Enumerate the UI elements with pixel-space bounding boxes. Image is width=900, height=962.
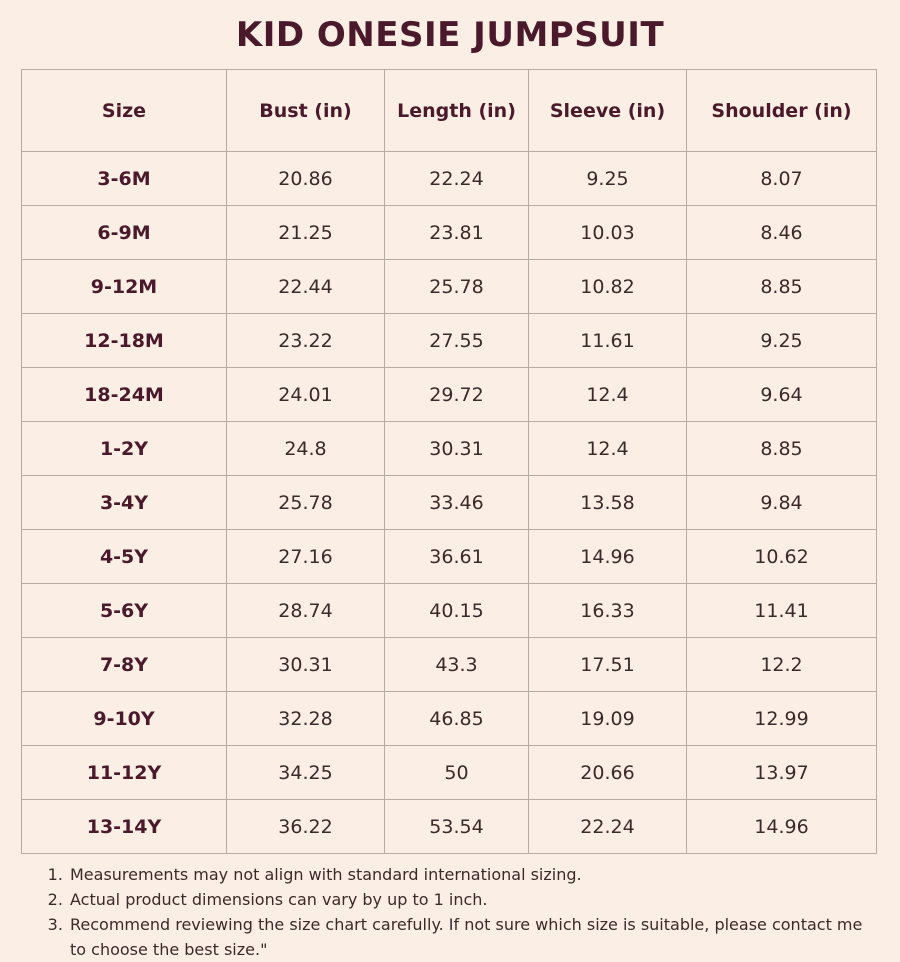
cell-length: 40.15	[384, 583, 529, 638]
cell-sleeve: 10.03	[528, 205, 687, 260]
cell-length: 46.85	[384, 691, 529, 746]
cell-sleeve: 22.24	[528, 799, 687, 854]
cell-shoulder: 12.2	[686, 637, 877, 692]
table-row: 9-10Y 32.28 46.85 19.09 12.99	[21, 691, 877, 746]
note-item: Measurements may not align with standard…	[68, 862, 868, 887]
table-body: 3-6M 20.86 22.24 9.25 8.07 6-9M 21.25 23.81 10.0…	[21, 151, 877, 854]
cell-size: 7-8Y	[21, 637, 227, 692]
cell-size: 13-14Y	[21, 799, 227, 854]
cell-bust: 22.44	[226, 259, 385, 314]
cell-length: 43.3	[384, 637, 529, 692]
cell-shoulder: 8.85	[686, 421, 877, 476]
cell-size: 9-10Y	[21, 691, 227, 746]
cell-size: 3-6M	[21, 151, 227, 206]
cell-bust: 21.25	[226, 205, 385, 260]
cell-sleeve: 10.82	[528, 259, 687, 314]
cell-shoulder: 13.97	[686, 745, 877, 800]
note-item: Actual product dimensions can vary by up…	[68, 887, 868, 912]
cell-sleeve: 9.25	[528, 151, 687, 206]
cell-size: 11-12Y	[21, 745, 227, 800]
cell-sleeve: 19.09	[528, 691, 687, 746]
cell-sleeve: 16.33	[528, 583, 687, 638]
cell-sleeve: 17.51	[528, 637, 687, 692]
cell-bust: 20.86	[226, 151, 385, 206]
cell-bust: 32.28	[226, 691, 385, 746]
table-row: 13-14Y 36.22 53.54 22.24 14.96	[21, 799, 877, 854]
cell-sleeve: 20.66	[528, 745, 687, 800]
cell-shoulder: 11.41	[686, 583, 877, 638]
cell-length: 29.72	[384, 367, 529, 422]
cell-shoulder: 8.07	[686, 151, 877, 206]
cell-shoulder: 8.85	[686, 259, 877, 314]
table-row: 1-2Y 24.8 30.31 12.4 8.85	[21, 421, 877, 476]
cell-bust: 25.78	[226, 475, 385, 530]
cell-sleeve: 11.61	[528, 313, 687, 368]
table-row: 12-18M 23.22 27.55 11.61 9.25	[21, 313, 877, 368]
table-row: 4-5Y 27.16 36.61 14.96 10.62	[21, 529, 877, 584]
cell-length: 30.31	[384, 421, 529, 476]
cell-length: 27.55	[384, 313, 529, 368]
cell-sleeve: 13.58	[528, 475, 687, 530]
cell-sleeve: 12.4	[528, 421, 687, 476]
notes-list: Measurements may not align with standard…	[52, 862, 868, 962]
cell-sleeve: 14.96	[528, 529, 687, 584]
cell-bust: 28.74	[226, 583, 385, 638]
cell-length: 22.24	[384, 151, 529, 206]
cell-shoulder: 9.64	[686, 367, 877, 422]
cell-length: 33.46	[384, 475, 529, 530]
cell-size: 6-9M	[21, 205, 227, 260]
table-row: 7-8Y 30.31 43.3 17.51 12.2	[21, 637, 877, 692]
cell-bust: 34.25	[226, 745, 385, 800]
cell-size: 3-4Y	[21, 475, 227, 530]
header-sleeve: Sleeve (in)	[528, 69, 687, 152]
table-row: 9-12M 22.44 25.78 10.82 8.85	[21, 259, 877, 314]
cell-length: 53.54	[384, 799, 529, 854]
header-size: Size	[21, 69, 227, 152]
cell-sleeve: 12.4	[528, 367, 687, 422]
cell-shoulder: 10.62	[686, 529, 877, 584]
cell-length: 25.78	[384, 259, 529, 314]
header-length: Length (in)	[384, 69, 529, 152]
header-shoulder: Shoulder (in)	[686, 69, 877, 152]
cell-bust: 23.22	[226, 313, 385, 368]
cell-size: 9-12M	[21, 259, 227, 314]
table-row: 5-6Y 28.74 40.15 16.33 11.41	[21, 583, 877, 638]
cell-shoulder: 9.25	[686, 313, 877, 368]
cell-length: 23.81	[384, 205, 529, 260]
cell-shoulder: 8.46	[686, 205, 877, 260]
cell-bust: 24.8	[226, 421, 385, 476]
note-item: Recommend reviewing the size chart caref…	[68, 912, 868, 962]
table-header-row: Size Bust (in) Length (in) Sleeve (in) S…	[21, 69, 877, 152]
table-row: 18-24M 24.01 29.72 12.4 9.64	[21, 367, 877, 422]
cell-size: 4-5Y	[21, 529, 227, 584]
table-row: 3-6M 20.86 22.24 9.25 8.07	[21, 151, 877, 206]
table-row: 11-12Y 34.25 50 20.66 13.97	[21, 745, 877, 800]
page-title: KID ONESIE JUMPSUIT	[235, 15, 665, 55]
cell-size: 18-24M	[21, 367, 227, 422]
cell-length: 50	[384, 745, 529, 800]
cell-bust: 36.22	[226, 799, 385, 854]
size-chart-table: Size Bust (in) Length (in) Sleeve (in) S…	[21, 69, 877, 854]
cell-size: 5-6Y	[21, 583, 227, 638]
cell-length: 36.61	[384, 529, 529, 584]
cell-shoulder: 12.99	[686, 691, 877, 746]
header-bust: Bust (in)	[226, 69, 385, 152]
cell-shoulder: 14.96	[686, 799, 877, 854]
table-row: 3-4Y 25.78 33.46 13.58 9.84	[21, 475, 877, 530]
cell-bust: 27.16	[226, 529, 385, 584]
cell-size: 12-18M	[21, 313, 227, 368]
cell-bust: 24.01	[226, 367, 385, 422]
cell-shoulder: 9.84	[686, 475, 877, 530]
cell-bust: 30.31	[226, 637, 385, 692]
table-row: 6-9M 21.25 23.81 10.03 8.46	[21, 205, 877, 260]
cell-size: 1-2Y	[21, 421, 227, 476]
